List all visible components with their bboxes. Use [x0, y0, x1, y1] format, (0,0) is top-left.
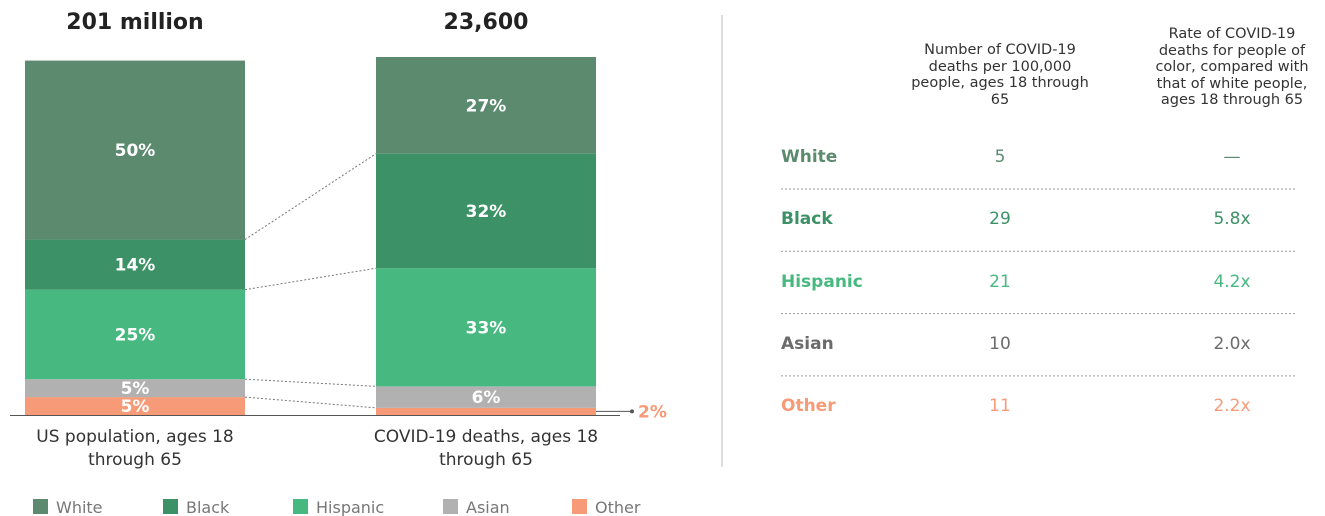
connector: [244, 396, 377, 409]
bar-segment: [376, 57, 596, 154]
x-tick-label: COVID-19 deaths, ages 18 through 65: [373, 427, 599, 470]
cell: 2.0x: [1213, 333, 1251, 354]
legend-swatch: [443, 499, 458, 514]
cell: 21: [989, 271, 1011, 292]
row-label: Hispanic: [781, 271, 863, 292]
bar-segment: [376, 153, 596, 269]
bar-segment: [376, 268, 596, 387]
leader-dot: [630, 409, 634, 414]
column-header: Number of COVID-19 deaths per 100,000 pe…: [911, 42, 1089, 108]
row-label: Black: [781, 209, 833, 230]
bar-segment: [25, 239, 245, 290]
legend-label: Black: [186, 498, 230, 516]
bar-segment: [25, 397, 245, 415]
cell: 5.8x: [1213, 209, 1251, 230]
cell: 2.2x: [1213, 396, 1251, 417]
cell: 5: [994, 147, 1006, 167]
bar-segment: [25, 379, 245, 398]
legend-label: Asian: [466, 498, 510, 516]
cell: 11: [989, 396, 1011, 417]
cell: 29: [989, 209, 1011, 230]
bar-total: 23,600: [443, 10, 529, 35]
data-label: 50%: [115, 141, 156, 161]
data-label: 27%: [466, 96, 507, 116]
data-label: 25%: [115, 325, 156, 345]
legend-swatch: [163, 499, 178, 514]
data-label: 6%: [472, 388, 501, 408]
bar-total: 201 million: [66, 10, 204, 35]
data-label: 5%: [121, 379, 150, 399]
bar-segment: [25, 60, 245, 240]
legend-label: Other: [595, 498, 641, 516]
row-label: Asian: [781, 333, 834, 354]
data-label: 32%: [466, 202, 507, 222]
cell: 4.2x: [1213, 271, 1251, 292]
connector: [244, 267, 377, 291]
data-label: 33%: [466, 318, 507, 338]
legend-swatch: [572, 499, 587, 514]
legend-label: White: [56, 498, 103, 516]
data-label: 2%: [638, 402, 667, 422]
legend-swatch: [293, 499, 308, 514]
connector: [244, 153, 377, 240]
data-label: 5%: [121, 397, 150, 417]
legend-swatch: [33, 499, 48, 514]
data-label: 14%: [115, 256, 156, 276]
bar-segment: [376, 407, 596, 415]
cell: 10: [989, 333, 1011, 354]
legend-label: Hispanic: [316, 498, 384, 516]
connector: [244, 378, 377, 387]
column-header: Rate of COVID-19 deaths for people of co…: [1155, 26, 1309, 108]
row-label: Other: [781, 396, 836, 417]
row-label: White: [781, 147, 838, 167]
x-tick-label: US population, ages 18 through 65: [36, 427, 234, 470]
cell: —: [1223, 147, 1241, 167]
bar-segment: [376, 386, 596, 408]
bar-segment: [25, 289, 245, 380]
